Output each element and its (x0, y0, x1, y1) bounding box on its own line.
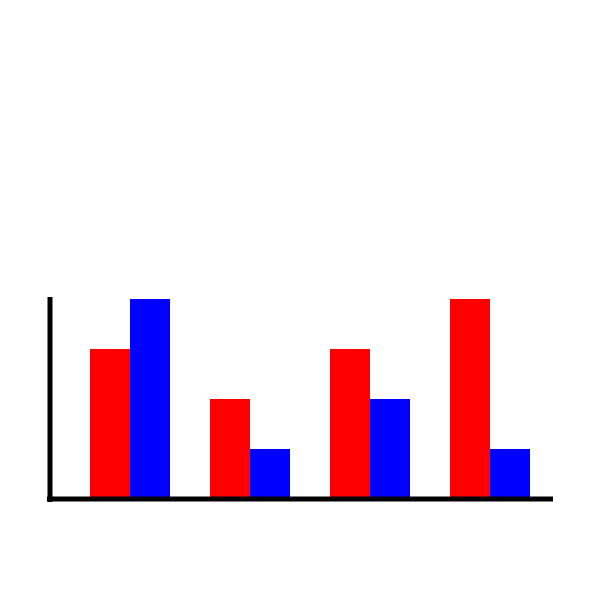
bar-3-series-1 (330, 349, 370, 499)
bar-4-series-1 (450, 299, 490, 499)
bar-3-series-2 (370, 399, 410, 499)
bar-2-series-1 (210, 399, 250, 499)
bar-2-series-2 (250, 449, 290, 499)
bar-4-series-2 (490, 449, 530, 499)
bar-1-series-2 (130, 299, 170, 499)
bars-layer (90, 299, 530, 499)
bar-1-series-1 (90, 349, 130, 499)
